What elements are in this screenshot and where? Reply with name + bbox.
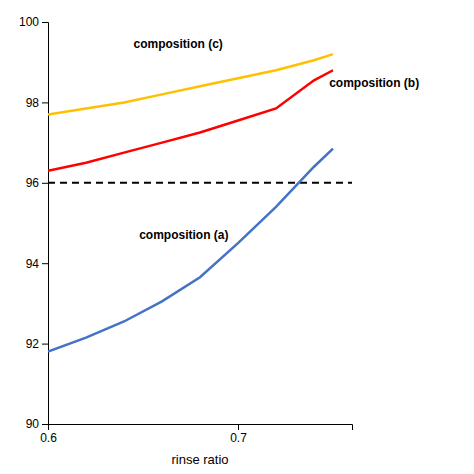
x-tick: 0.6 (40, 424, 57, 445)
x-axis-label: rinse ratio (171, 452, 228, 467)
y-tick-label: 92 (26, 337, 40, 351)
x-tick-label: 0.6 (40, 431, 57, 445)
x-tick-mark (238, 424, 239, 430)
y-tick: 90 (26, 417, 48, 431)
reference-line (48, 182, 352, 184)
y-tick: 98 (26, 96, 48, 110)
chart-container: 0.6 0.7 90 92 94 96 98 100 rinse ratio compositio… (0, 0, 474, 474)
y-tick: 94 (26, 257, 48, 271)
y-tick: 92 (26, 337, 48, 351)
annotation: composition (c) (134, 37, 223, 51)
y-tick-label: 96 (26, 176, 40, 190)
y-axis: 90 92 94 96 98 100 (19, 15, 49, 431)
y-tick-mark (42, 344, 48, 345)
x-tick-label: 0.7 (230, 431, 247, 445)
y-tick: 100 (19, 15, 48, 29)
x-tick: 0.7 (230, 424, 247, 445)
y-tick-label: 98 (26, 96, 40, 110)
x-axis-line (49, 425, 353, 431)
x-axis: 0.6 0.7 (40, 424, 352, 445)
y-tick-mark (42, 102, 48, 103)
y-axis-line (42, 23, 49, 425)
series-line (48, 54, 333, 114)
plot-area: 0.6 0.7 90 92 94 96 98 100 rinse ratio compositio… (19, 15, 419, 467)
chart-svg: 0.6 0.7 90 92 94 96 98 100 rinse ratio compositio… (0, 0, 474, 474)
y-tick-label: 94 (26, 257, 40, 271)
annotation: composition (a) (139, 228, 228, 242)
y-tick-label: 90 (26, 417, 40, 431)
y-tick-mark (42, 263, 48, 264)
y-tick-mark (42, 424, 48, 425)
annotations: composition (a) composition (b) compositio… (134, 37, 420, 242)
y-tick-label: 100 (19, 15, 39, 29)
y-tick: 96 (26, 176, 48, 190)
y-tick-mark (42, 22, 48, 23)
series-line (48, 149, 333, 352)
annotation: composition (b) (329, 76, 419, 90)
series-line (48, 70, 333, 171)
y-tick-mark (42, 183, 48, 184)
marks (48, 54, 352, 351)
